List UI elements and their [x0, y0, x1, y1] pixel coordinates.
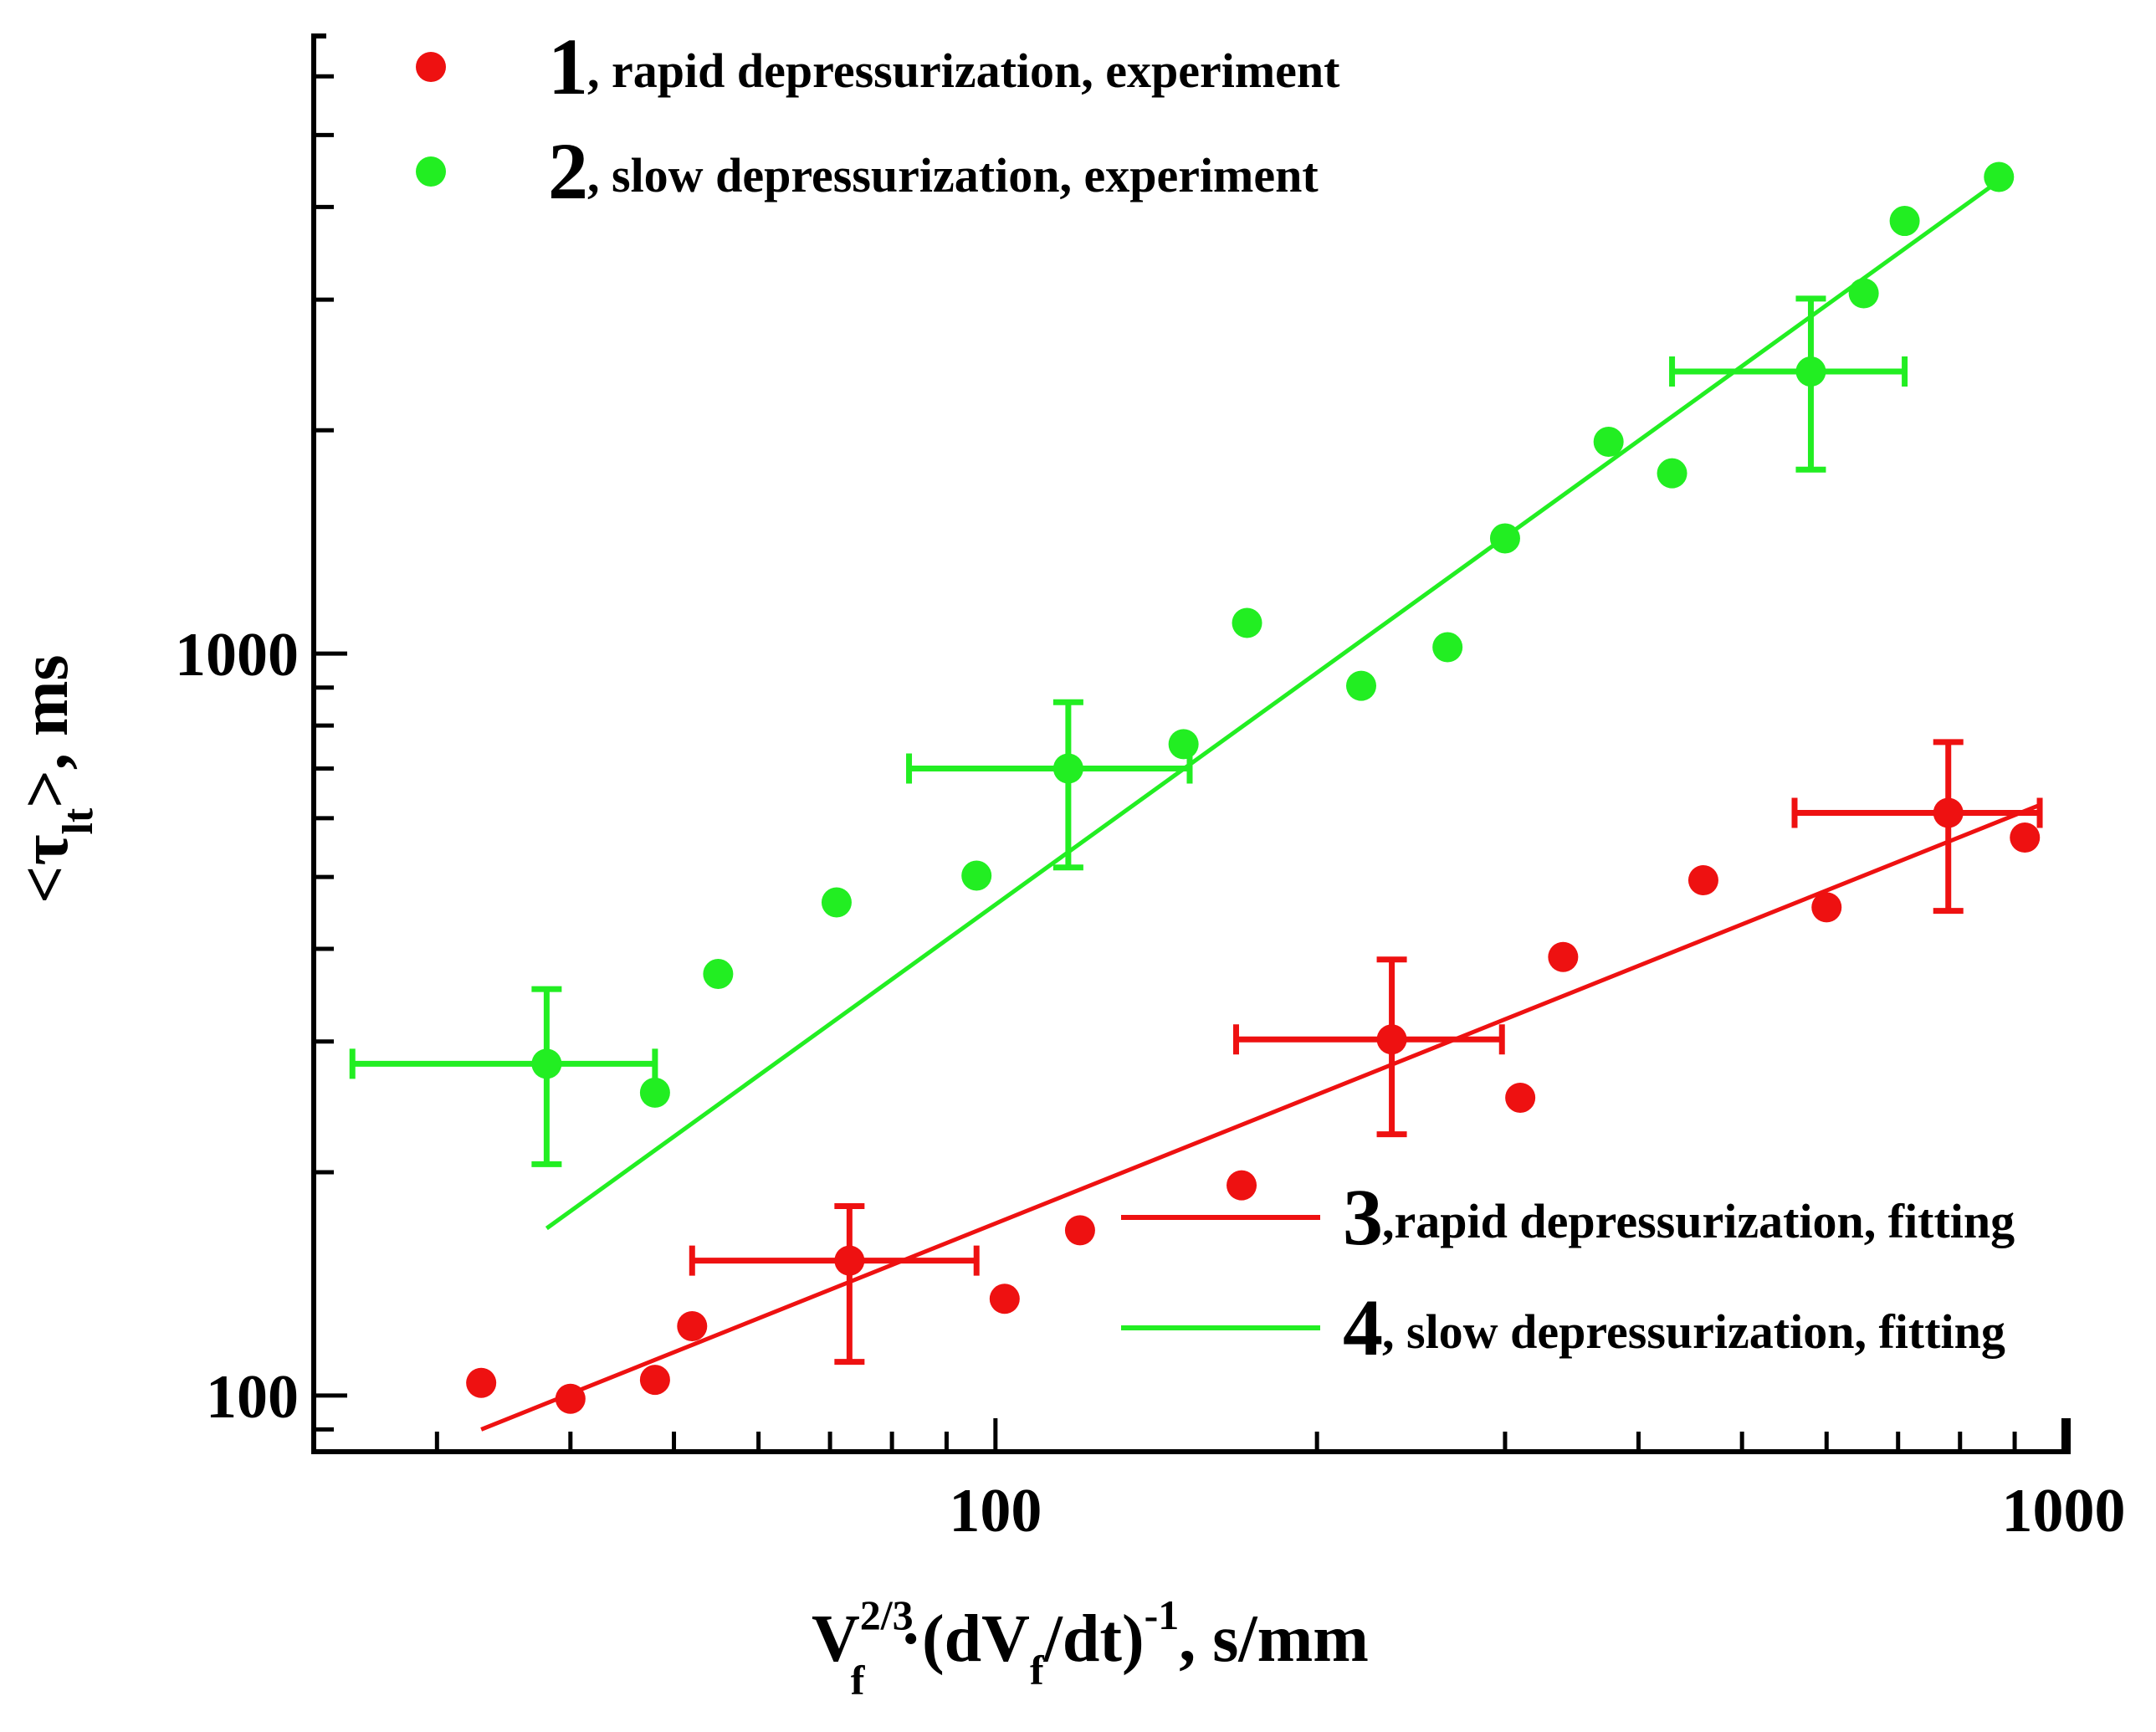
legend-item-3: 3 ,rapid depressurization, fitting	[1121, 1172, 2015, 1262]
legend-number-3: 3	[1343, 1172, 1383, 1262]
data-point-series-1	[1505, 1082, 1536, 1113]
data-point-series-2	[639, 1077, 670, 1108]
data-point-series-2	[1984, 161, 2015, 192]
data-point-series-1	[1376, 1024, 1407, 1055]
error-bar-slow	[349, 986, 658, 1167]
data-point-series-2	[1657, 458, 1687, 489]
data-point-series-2	[1168, 729, 1199, 760]
tick-labels: 100 1000 100 1000	[175, 621, 2125, 1545]
y-label-pre: <τ	[8, 835, 82, 904]
error-bar-rapid	[1232, 956, 1505, 1138]
data-point-series-2	[531, 1048, 562, 1079]
error-bar-slow	[906, 699, 1193, 871]
x-axis-label: V2/3 f·(dVf/dt)-1, s/mm	[812, 1591, 1369, 1704]
legend-number-4: 4	[1343, 1283, 1383, 1372]
data-point-series-1	[834, 1245, 865, 1276]
legend-label-4: , slow depressurization, fitting	[1382, 1304, 2005, 1359]
x-label-sub2: f	[1030, 1647, 1045, 1694]
data-point-series-2	[1795, 356, 1826, 387]
data-point-series-2	[1848, 278, 1879, 309]
axes	[311, 33, 2071, 1454]
data-point-series-1	[2010, 822, 2041, 853]
error-bar-rapid	[689, 1203, 980, 1366]
legend-number-2: 2	[548, 126, 588, 216]
data-point-series-2	[1345, 670, 1376, 701]
y-axis-label: <τlt>, ms	[8, 654, 102, 904]
x-label-sup2: -1	[1145, 1591, 1180, 1638]
data-point-series-1	[989, 1284, 1020, 1314]
data-point-series-2	[1489, 523, 1520, 554]
x-tick-label: 100	[949, 1477, 1042, 1545]
data-point-series-2	[703, 959, 734, 990]
legend-item-1: 1, rapid depressurization, experiment	[416, 22, 1340, 111]
error-bar-rapid	[1791, 739, 2043, 915]
data-point-series-1	[1811, 892, 1842, 923]
data-point-series-2	[1593, 426, 1624, 457]
data-point-series-2	[821, 887, 852, 918]
legend-number-1: 1	[548, 22, 588, 111]
x-label-mid2: /dt)	[1043, 1602, 1145, 1676]
ticks	[314, 74, 2066, 1452]
y-tick-label: 100	[206, 1363, 299, 1432]
data-point-series-1	[1933, 797, 1964, 828]
data-point-series-1	[1064, 1215, 1095, 1246]
data-point-series-1	[639, 1365, 670, 1396]
data-point-series-1	[1548, 941, 1579, 972]
x-label-sub: f	[851, 1657, 866, 1704]
data-point-series-1	[1227, 1170, 1257, 1201]
x-label-tail: , s/mm	[1179, 1602, 1369, 1676]
legend-label-3: ,rapid depressurization, fitting	[1382, 1194, 2015, 1248]
y-label-post: >, ms	[8, 654, 82, 807]
data-point-series-1	[466, 1367, 497, 1398]
fit-line-4	[545, 175, 2006, 1231]
data-point-series-2	[1889, 206, 1920, 237]
legend: 1, rapid depressurization, experiment2, …	[416, 22, 2015, 1372]
legend-item-2: 2, slow depressurization, experiment	[416, 126, 1319, 216]
legend-label-1: , rapid depressurization, experiment	[587, 44, 1340, 98]
data-point-series-2	[961, 860, 992, 891]
data-point-series-1	[677, 1311, 708, 1342]
x-label-sup: 2/3	[860, 1591, 914, 1638]
fit-line-3	[480, 802, 2041, 1432]
y-label-sub: lt	[54, 807, 102, 834]
legend-item-4: 4, slow depressurization, fitting	[1121, 1283, 2005, 1372]
x-tick-label: 1000	[2001, 1477, 2125, 1545]
data-point-series-1	[1687, 864, 1718, 895]
legend-label-2: , slow depressurization, experiment	[587, 148, 1319, 202]
data-point-series-2	[1232, 607, 1262, 638]
legend-marker-1	[416, 52, 446, 82]
legend-marker-2	[416, 156, 446, 187]
error-bar-slow	[1669, 295, 1908, 473]
data-point-series-2	[1432, 632, 1463, 663]
x-label-mid: ·(dV	[899, 1602, 1030, 1676]
y-tick-label: 1000	[175, 621, 299, 689]
x-label-main: V	[812, 1602, 860, 1676]
data-point-series-2	[1052, 753, 1083, 784]
series-layer	[349, 161, 2043, 1432]
data-point-series-1	[555, 1383, 586, 1414]
